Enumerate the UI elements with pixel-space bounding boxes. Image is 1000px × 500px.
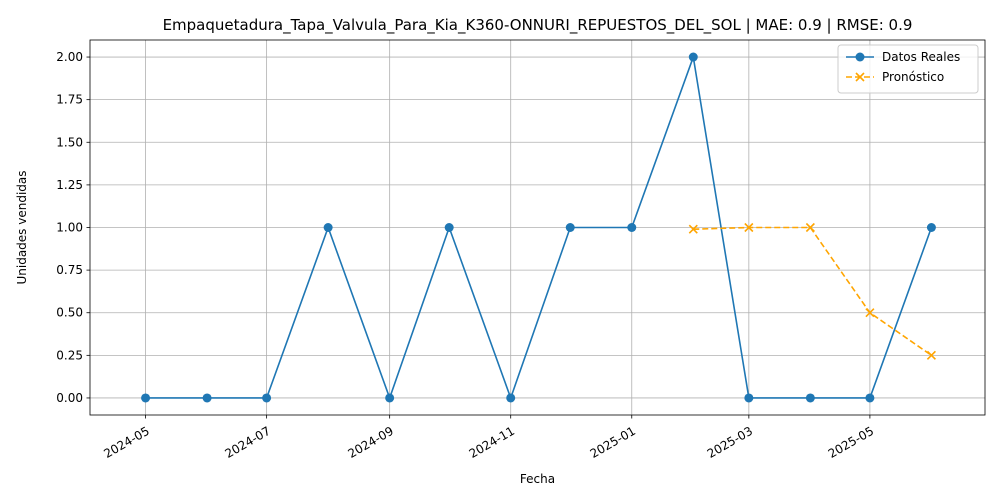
- data-point: [926, 223, 936, 232]
- legend-label: Pronóstico: [882, 70, 944, 84]
- data-point: [141, 393, 151, 403]
- data-point: [688, 224, 698, 234]
- legend-marker: [855, 52, 865, 62]
- data-point: [926, 350, 936, 360]
- data-point: [805, 222, 815, 233]
- data-point: [688, 52, 698, 62]
- data-point: [202, 393, 212, 403]
- y-tick-label: 2.00: [56, 50, 83, 64]
- legend-item: Pronóstico: [846, 70, 944, 84]
- legend-label: Datos Reales: [882, 50, 960, 64]
- y-tick-label: 1.75: [56, 93, 83, 107]
- data-point: [565, 223, 575, 232]
- y-tick-label: 0.00: [56, 391, 83, 405]
- series-line: [145, 53, 933, 401]
- y-tick-label: 0.75: [56, 263, 83, 277]
- data-point: [385, 393, 395, 403]
- data-point: [865, 308, 875, 318]
- series-1: [688, 222, 936, 360]
- y-tick-label: 1.00: [56, 221, 83, 235]
- chart-title: Empaquetadura_Tapa_Valvula_Para_Kia_K360…: [163, 16, 913, 35]
- y-tick-label: 1.25: [56, 178, 83, 192]
- data-point: [805, 393, 815, 403]
- data-point: [627, 223, 637, 232]
- y-axis-label: Unidades vendidas: [15, 170, 29, 284]
- y-tick-label: 0.50: [56, 306, 83, 320]
- data-point: [506, 393, 516, 403]
- data-point: [865, 393, 875, 403]
- y-tick-label: 1.50: [56, 135, 83, 149]
- legend-item: Datos Reales: [846, 50, 960, 64]
- series-0: [141, 52, 936, 403]
- data-point: [744, 222, 754, 233]
- series-layer: [141, 52, 936, 403]
- data-point: [444, 223, 454, 232]
- x-axis-label: Fecha: [520, 472, 555, 486]
- data-point: [744, 393, 754, 403]
- y-tick-label: 0.25: [56, 348, 83, 362]
- legend-marker: [855, 72, 865, 82]
- legend: Datos Reales Pronóstico: [837, 44, 979, 94]
- data-point: [262, 393, 272, 403]
- data-point: [323, 223, 333, 232]
- legend-items: Datos Reales Pronóstico: [846, 50, 960, 84]
